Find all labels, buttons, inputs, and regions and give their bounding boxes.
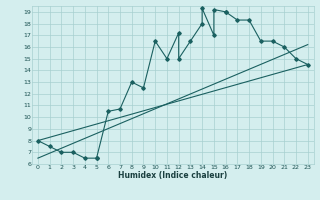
X-axis label: Humidex (Indice chaleur): Humidex (Indice chaleur)	[118, 171, 228, 180]
